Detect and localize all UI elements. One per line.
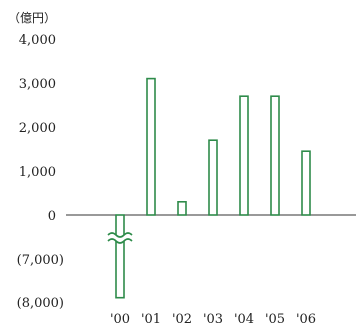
axis-break-mark bbox=[107, 232, 133, 244]
x-tick-label: '05 bbox=[265, 312, 285, 327]
y-tick-label: 0 bbox=[48, 209, 56, 224]
x-tick-label: '04 bbox=[234, 312, 254, 327]
bar-01 bbox=[146, 77, 156, 216]
x-tick-label: '01 bbox=[141, 312, 161, 327]
y-axis-ticks: 4,000 3,000 2,000 1,000 0 (7,000) (8,000) bbox=[17, 33, 72, 311]
bars bbox=[107, 77, 311, 299]
bar-06 bbox=[301, 150, 311, 216]
y-tick-label: 1,000 bbox=[19, 165, 56, 180]
x-axis-ticks: '00 '01 '02 '03 '04 '05 '06 bbox=[110, 312, 316, 327]
bar-02 bbox=[177, 201, 187, 216]
bar-04 bbox=[239, 95, 249, 216]
bar-03 bbox=[208, 139, 218, 216]
bar-05 bbox=[270, 95, 280, 216]
x-tick-label: '06 bbox=[296, 312, 316, 327]
y-tick-label: 4,000 bbox=[19, 33, 56, 48]
y-tick-label: (8,000) bbox=[17, 296, 64, 311]
unit-label: （億円） bbox=[8, 11, 56, 25]
y-tick-label: 3,000 bbox=[19, 77, 56, 92]
bar-00 bbox=[115, 214, 125, 299]
y-tick-label: (7,000) bbox=[17, 253, 64, 268]
x-tick-label: '03 bbox=[203, 312, 223, 327]
x-tick-label: '00 bbox=[110, 312, 130, 327]
y-tick-label: 2,000 bbox=[19, 121, 56, 136]
x-tick-label: '02 bbox=[172, 312, 192, 327]
